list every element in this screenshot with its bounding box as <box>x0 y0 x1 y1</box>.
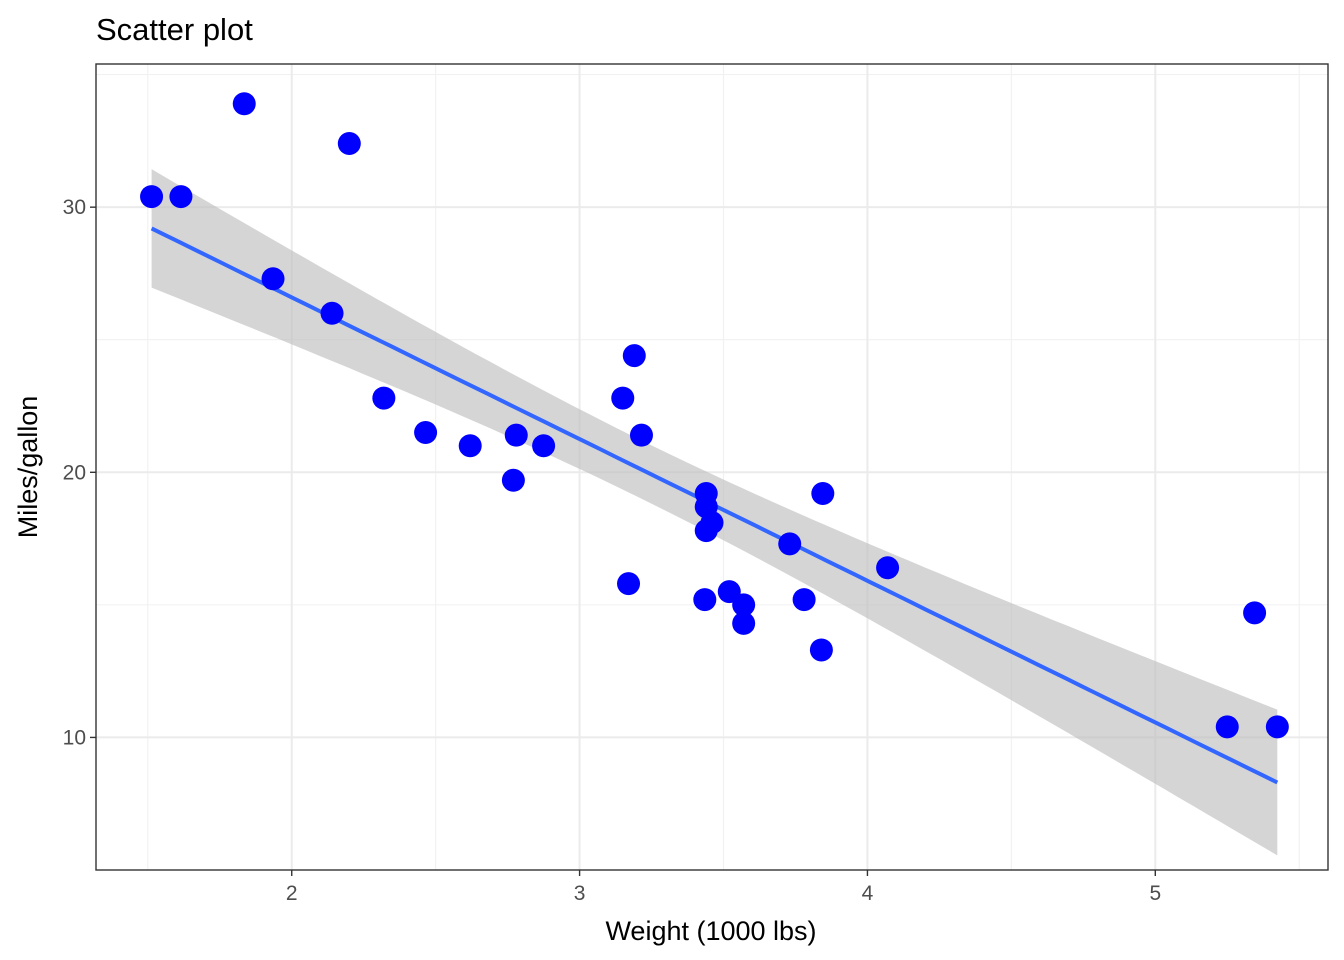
data-point <box>694 519 718 543</box>
data-point <box>414 421 438 445</box>
data-point <box>622 344 646 368</box>
data-point <box>732 593 756 617</box>
chart-title: Scatter plot <box>96 12 253 47</box>
data-point <box>629 423 653 447</box>
x-axis-title: Weight (1000 lbs) <box>605 916 816 946</box>
data-point <box>792 588 816 612</box>
data-point <box>261 267 285 291</box>
data-point <box>693 588 717 612</box>
data-point <box>694 482 718 506</box>
data-point <box>337 132 361 156</box>
plot-panel <box>95 63 1329 871</box>
data-point <box>232 92 256 116</box>
data-point <box>1243 601 1267 625</box>
panel-border <box>95 63 1329 871</box>
x-tick-label: 3 <box>574 882 586 905</box>
y-tick-label: 30 <box>63 196 86 219</box>
y-tick-label: 10 <box>63 726 86 749</box>
data-point <box>617 572 641 596</box>
data-point <box>532 434 556 458</box>
data-point <box>732 611 756 635</box>
x-tick-label: 5 <box>1149 882 1161 905</box>
y-tick-label: 20 <box>63 461 86 484</box>
data-point <box>140 185 164 209</box>
data-point <box>504 423 528 447</box>
x-tick-label: 2 <box>286 882 298 905</box>
data-points <box>140 92 1289 739</box>
y-axis-title: Miles/gallon <box>13 396 43 539</box>
data-point <box>458 434 482 458</box>
data-point <box>320 301 344 325</box>
y-axis: 10 20 30 <box>63 196 96 749</box>
data-point <box>809 638 833 662</box>
data-point <box>169 185 193 209</box>
x-tick-label: 4 <box>862 882 874 905</box>
data-point <box>811 482 835 506</box>
data-point <box>876 556 900 580</box>
data-point <box>611 386 635 410</box>
data-point <box>778 532 802 556</box>
data-point <box>372 386 396 410</box>
data-point <box>501 468 525 492</box>
data-point <box>1215 715 1239 739</box>
x-axis: 2 3 4 5 <box>286 870 1161 905</box>
data-point <box>1265 715 1289 739</box>
